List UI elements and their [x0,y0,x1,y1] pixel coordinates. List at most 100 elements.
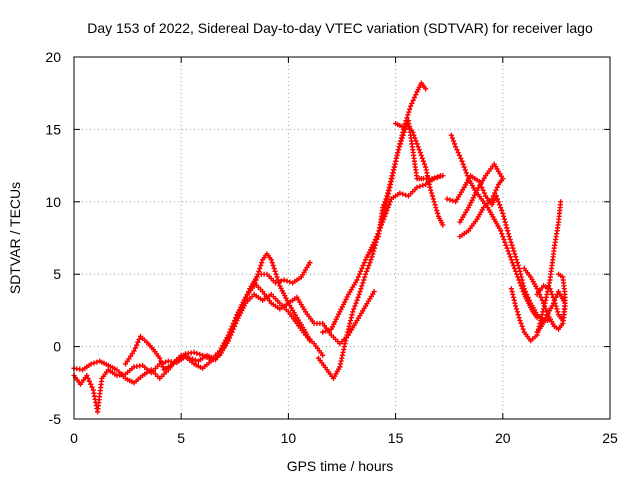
data-point [534,329,540,335]
data-point [511,248,517,254]
data-point [460,161,466,167]
data-point [136,336,142,342]
data-point [384,207,390,214]
x-axis-label: GPS time / hours [287,458,394,474]
data-point [525,294,531,300]
data-point [357,288,363,295]
data-point [234,315,241,321]
x-tick-label: 0 [70,430,78,446]
data-point [507,236,513,243]
data-point [259,260,265,266]
data-point [354,277,360,283]
data-point [281,277,287,283]
data-point [413,138,419,144]
data-point [501,236,507,243]
data-point [419,155,425,161]
data-point [513,254,519,260]
data-point [447,197,453,203]
data-point [444,196,450,202]
data-point [457,219,463,225]
data-point [237,309,243,315]
x-tick-label: 20 [495,430,511,446]
data-point [187,355,193,361]
data-point [157,355,163,361]
data-point [508,257,514,263]
data-point [510,294,517,300]
data-point [503,222,509,228]
data-point [239,303,246,309]
data-point [126,356,132,362]
data-point [494,184,500,190]
data-point [91,360,97,366]
data-point [428,187,434,193]
series-track-6 [320,173,446,335]
x-tick-label: 10 [281,430,297,446]
data-point [162,359,169,365]
data-point [386,202,392,208]
data-point [548,288,554,295]
data-point [391,164,397,170]
data-point [271,265,277,272]
data-point [385,190,391,196]
data-point [132,345,138,351]
data-point [400,129,406,135]
data-point [383,196,389,202]
data-point [181,353,187,359]
data-point [392,161,398,167]
data-point [508,239,514,245]
data-point [158,358,164,364]
data-point [510,291,516,298]
data-point [490,193,496,199]
data-point [555,309,561,315]
y-tick-label: -5 [49,411,62,427]
data-point [242,297,248,303]
axis-layer: 0 5 10 15 20 25 -5 0 5 10 15 20 [45,49,618,446]
data-point [539,312,545,318]
data-point [159,361,165,367]
data-point [510,262,517,269]
data-point [518,320,524,327]
data-point [518,271,524,277]
data-point [354,297,360,303]
data-point [433,204,439,211]
data-point [278,278,284,284]
data-point [390,167,397,173]
data-point [463,170,469,176]
data-point [371,288,377,295]
data-point [284,278,290,284]
data-point [398,135,404,141]
data-point [403,118,409,124]
data-point [414,184,420,190]
data-point [356,291,362,298]
data-point [509,242,515,248]
data-point [408,103,414,109]
data-point [429,190,435,196]
data-point [432,202,438,208]
data-point [192,357,199,363]
data-point [274,274,280,280]
data-point [554,291,560,298]
data-point [435,210,441,216]
marks-layer [71,80,568,415]
data-point [429,193,436,199]
data-point [359,283,365,289]
data-point [343,335,349,341]
data-point [539,297,545,303]
data-point [514,260,520,266]
data-point [358,268,364,274]
data-point [538,294,544,300]
data-point [270,262,276,269]
data-point [160,364,166,370]
data-point [520,280,526,286]
data-point [218,349,224,355]
data-point [191,349,197,355]
data-point [423,86,429,92]
data-point [361,277,367,283]
data-point [384,193,390,199]
data-point [124,358,130,364]
data-point [275,279,281,285]
data-point [194,350,200,356]
data-point [353,300,359,306]
data-point [402,121,408,127]
